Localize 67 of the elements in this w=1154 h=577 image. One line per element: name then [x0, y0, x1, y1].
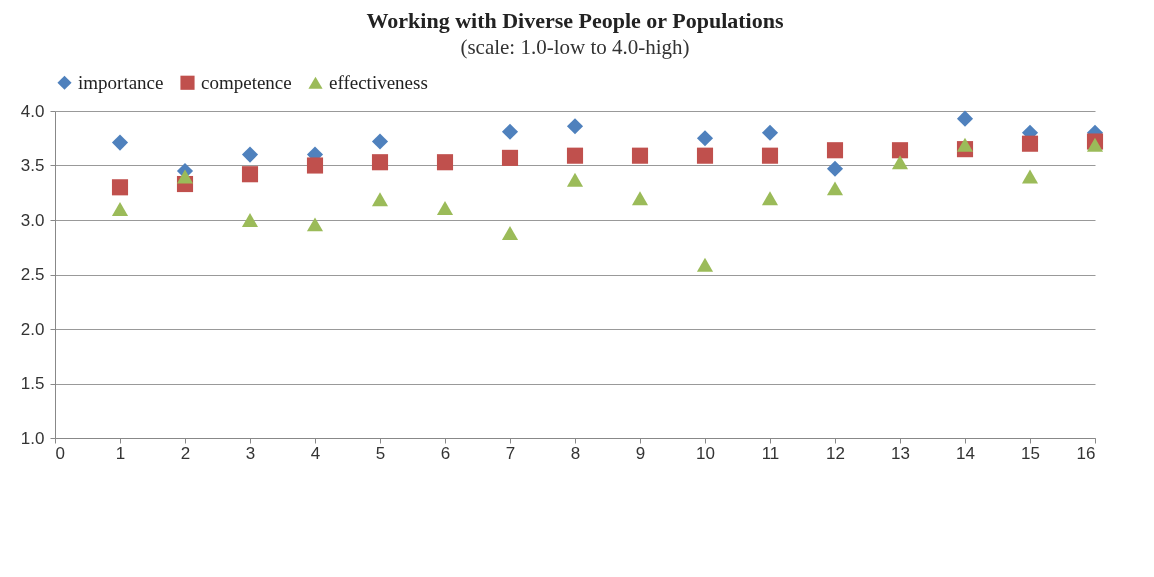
x-tick-label: 16: [1076, 443, 1096, 463]
point: [371, 133, 389, 150]
point: [761, 124, 779, 141]
point: [956, 110, 974, 127]
point: [761, 147, 779, 164]
x-tick-label: 4: [310, 443, 321, 463]
point: [176, 169, 194, 184]
x-tick-label: 13: [891, 443, 910, 463]
point: [241, 213, 259, 227]
x-tick-label: 3: [245, 443, 256, 463]
point: [891, 142, 909, 159]
x-tick-label: 7: [505, 443, 516, 463]
point: [1086, 137, 1104, 152]
chart-subtitle: (scale: 1.0-low to 4.0-high): [460, 35, 690, 59]
point: [111, 202, 129, 217]
y-tick-label: 3.0: [20, 210, 45, 230]
legend-label: competence: [201, 71, 292, 93]
point: [501, 123, 519, 140]
y-tick-label: 1.0: [20, 428, 45, 448]
x-tick-label: 14: [956, 443, 975, 463]
legend-label: importance: [78, 71, 164, 93]
x-tick-label: 15: [1021, 443, 1040, 463]
y-tick-label: 1.5: [20, 374, 45, 393]
point: [696, 130, 714, 147]
y-tick-label: 2.0: [20, 319, 45, 339]
y-tick-label: 2.5: [20, 265, 45, 284]
point: [371, 192, 389, 207]
point: [306, 217, 324, 232]
point: [501, 149, 519, 166]
point: [501, 226, 519, 241]
point: [1021, 169, 1039, 184]
x-tick-label: 11: [761, 443, 780, 463]
y-tick-label: 4.0: [20, 101, 45, 121]
legend-label: effectiveness: [329, 71, 428, 93]
point: [696, 257, 714, 272]
point: [436, 201, 454, 215]
point: [956, 137, 974, 152]
point: [566, 172, 584, 187]
point: [371, 154, 389, 171]
x-tick-label: 8: [570, 443, 581, 463]
x-tick-label: 6: [440, 443, 451, 463]
chart-title: Working with Diverse People or Populations: [366, 8, 784, 33]
point: [696, 147, 714, 164]
x-tick-label: 5: [375, 443, 386, 463]
point: [436, 154, 454, 171]
point: [631, 191, 649, 206]
point: [891, 155, 909, 170]
x-tick-label: 2: [180, 443, 191, 463]
x-tick-label: 0: [55, 443, 65, 463]
point: [631, 147, 649, 164]
x-tick-label: 1: [115, 443, 126, 463]
point: [826, 160, 844, 177]
x-tick-label: 9: [635, 443, 646, 463]
point: [306, 157, 324, 174]
point: [826, 181, 844, 196]
point: [566, 118, 584, 135]
point: [111, 134, 129, 151]
point: [566, 147, 584, 164]
point: [241, 166, 259, 183]
point: [1021, 135, 1039, 152]
point: [761, 191, 779, 206]
x-tick-label: 10: [696, 443, 715, 463]
y-tick-label: 3.5: [20, 156, 45, 175]
point: [111, 179, 129, 196]
point: [826, 142, 844, 159]
point: [241, 146, 259, 163]
x-tick-label: 12: [826, 443, 845, 463]
